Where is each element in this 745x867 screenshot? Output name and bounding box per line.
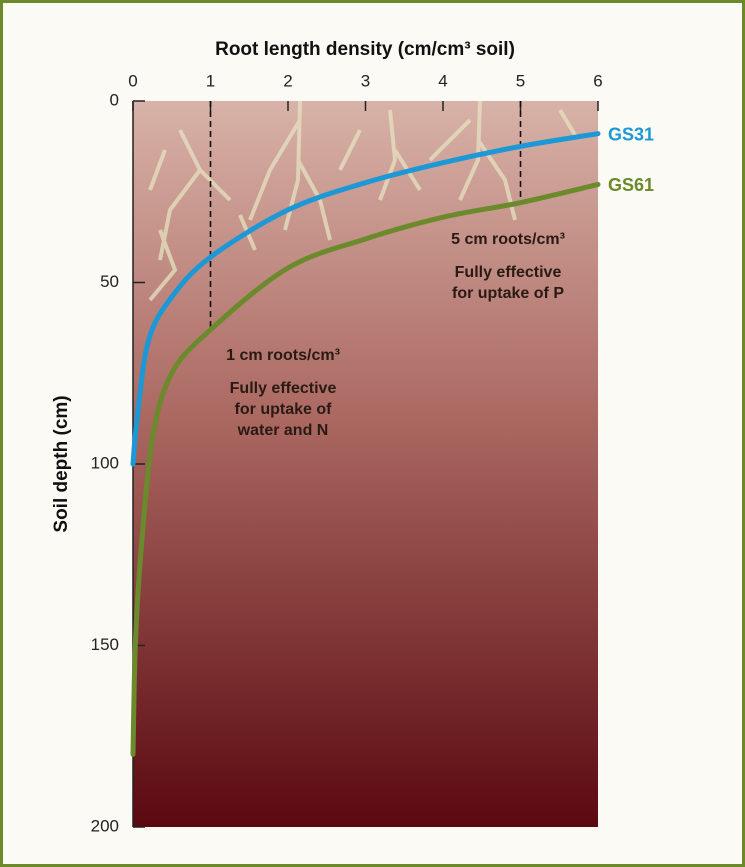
x-tick-label: 2 xyxy=(283,71,292,90)
annotation-line: Fully effective xyxy=(455,264,562,281)
y-tick-label: 150 xyxy=(91,635,119,654)
annotation-heading: 1 cm roots/cm³ xyxy=(226,347,340,364)
x-tick-label: 6 xyxy=(593,71,602,90)
soil-background xyxy=(133,101,598,827)
annotation-line: Fully effective xyxy=(230,380,337,397)
y-tick-label: 0 xyxy=(110,90,119,109)
annotation-line: for uptake of xyxy=(235,401,333,418)
x-tick-label: 1 xyxy=(206,71,215,90)
annotation-line: for uptake of P xyxy=(452,285,564,302)
annotation-heading: 5 cm roots/cm³ xyxy=(451,231,565,248)
roots-illustration xyxy=(148,100,577,302)
x-tick-label: 3 xyxy=(361,71,370,90)
series-label: GS61 xyxy=(608,175,654,195)
y-tick-label: 100 xyxy=(91,453,119,472)
x-tick-label: 5 xyxy=(516,71,525,90)
y-tick-label: 200 xyxy=(91,816,119,835)
x-axis-title: Root length density (cm/cm³ soil) xyxy=(215,39,515,60)
series-label: GS31 xyxy=(608,124,654,144)
annotation-line: water and N xyxy=(237,422,329,439)
y-tick-label: 50 xyxy=(100,272,119,291)
series-line xyxy=(130,181,601,757)
series-line xyxy=(130,131,601,467)
x-tick-label: 0 xyxy=(128,71,137,90)
y-axis-title: Soil depth (cm) xyxy=(51,395,72,532)
x-tick-label: 4 xyxy=(438,71,447,90)
